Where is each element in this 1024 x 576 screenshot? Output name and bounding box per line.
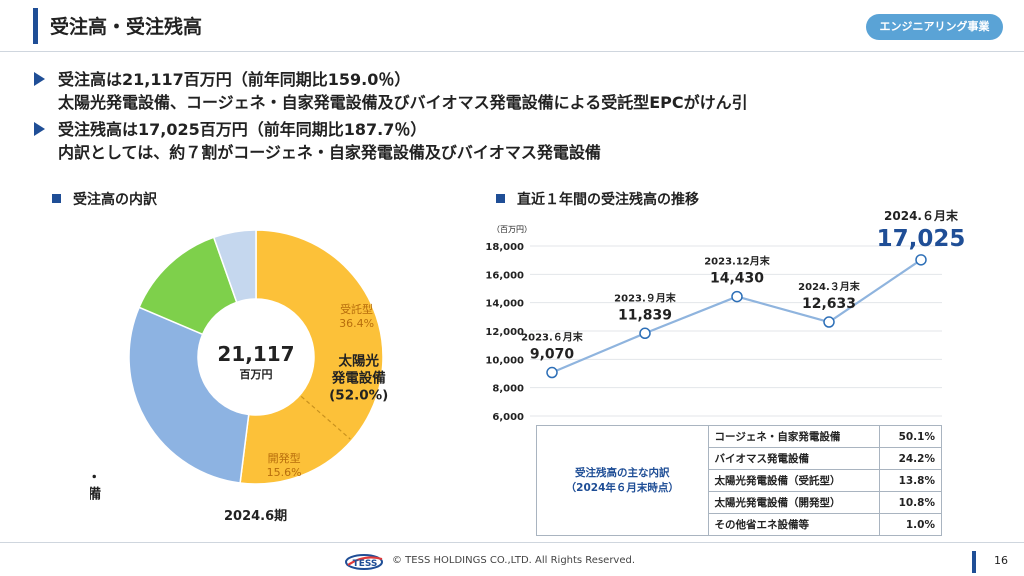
- data-point: [546, 366, 558, 379]
- donut-center-value: 21,117: [217, 342, 294, 366]
- point-period-label: 2023.９月末: [614, 291, 677, 304]
- slide-header: 受注高・受注残高 エンジニアリング事業: [0, 0, 1024, 52]
- table-row: その他省エネ設備等 1.0%: [537, 513, 942, 536]
- donut-slice-label: コージェネ・自家発電設備(29.4%): [90, 469, 102, 500]
- donut-slice: [239, 229, 384, 485]
- point-value-label: 14,430: [710, 271, 764, 287]
- breakdown-name: その他省エネ設備等: [707, 513, 881, 536]
- right-section-title: 直近１年間の受注残高の推移: [496, 189, 699, 209]
- breakdown-pct: 1.0%: [879, 513, 942, 536]
- table-row: 受注残高の主な内訳 （2024年６月末時点） コージェネ・自家発電設備 50.1…: [536, 425, 942, 536]
- breakdown-pct: 50.1%: [879, 425, 942, 448]
- right-section-title-text: 直近１年間の受注残高の推移: [517, 192, 699, 208]
- donut-slice: [128, 306, 250, 484]
- table-row: バイオマス発電設備 24.2%: [537, 447, 942, 470]
- donut-slice-label: 太陽光発電設備(52.0%): [329, 352, 388, 403]
- bullet-line: 受注高は21,117百万円（前年同期比159.0％）: [58, 70, 411, 89]
- y-tick-label: 16,000: [485, 270, 524, 281]
- breakdown-category-line: （2024年６月末時点）: [565, 481, 679, 494]
- period-label: 2024.6期: [224, 509, 288, 524]
- point-value-label: 11,839: [618, 307, 672, 323]
- summary-bullets: 受注高は21,117百万円（前年同期比159.0％） 太陽光発電設備、コージェネ…: [34, 68, 994, 168]
- slice-label-line: 発電設備: [331, 369, 386, 386]
- y-tick-label: 10,000: [485, 355, 524, 366]
- donut-center-unit: 百万円: [240, 368, 273, 381]
- bullet-line: 太陽光発電設備、コージェネ・自家発電設備及びバイオマス発電設備による受託型EPC…: [58, 93, 748, 112]
- sub-segment-name: 開発型: [268, 451, 301, 465]
- point-value-label: 12,633: [802, 296, 856, 312]
- data-point: [731, 290, 743, 303]
- breakdown-pct: 24.2%: [879, 447, 942, 470]
- left-section-title-text: 受注高の内訳: [73, 192, 157, 208]
- header-accent-bar: [33, 8, 38, 44]
- logo-text: TESS: [353, 559, 378, 569]
- slice-label-line: (52.0%): [329, 387, 388, 403]
- breakdown-category-cell: 受注残高の主な内訳 （2024年６月末時点）: [536, 425, 709, 536]
- data-point: [639, 327, 651, 340]
- sub-segment-name: 受託型: [340, 302, 373, 316]
- square-bullet-icon: [52, 194, 61, 203]
- y-tick-label: 12,000: [485, 327, 524, 338]
- bullet-order-intake: 受注高は21,117百万円（前年同期比159.0％） 太陽光発電設備、コージェネ…: [34, 68, 994, 114]
- data-point: [823, 316, 835, 328]
- backlog-line-chart: （百万円） 6,000 8,000 10,000 12,000 14,000 16,000 1…: [485, 208, 966, 423]
- point-period-label: 2023.６月末: [521, 331, 584, 344]
- square-bullet-icon: [496, 194, 505, 203]
- backlog-breakdown-table: 受注残高の主な内訳 （2024年６月末時点） コージェネ・自家発電設備 50.1…: [536, 425, 942, 536]
- tess-logo: TESS: [345, 554, 383, 570]
- copyright: © TESS HOLDINGS CO.,LTD. All Rights Rese…: [392, 555, 636, 566]
- y-tick-label: 14,000: [485, 299, 524, 310]
- triangle-bullet-icon: [34, 122, 45, 136]
- slice-label-line: 自家発電設備: [90, 485, 102, 500]
- breakdown-name: 太陽光発電設備（開発型）: [707, 491, 881, 514]
- breakdown-pct: 13.8%: [879, 469, 942, 492]
- bullet-order-backlog: 受注残高は17,025百万円（前年同期比187.7％） 内訳としては、約７割がコ…: [34, 118, 994, 164]
- footer-accent-bar: [972, 551, 976, 573]
- page-title: 受注高・受注残高: [50, 16, 203, 38]
- slice-label-line: コージェネ・: [90, 469, 101, 485]
- sub-segment-pct: 36.4%: [339, 317, 374, 330]
- bullet-line: 内訳としては、約７割がコージェネ・自家発電設備及びバイオマス発電設備: [58, 143, 601, 162]
- slice-label-line: 太陽光: [338, 352, 379, 369]
- page-number: 16: [994, 554, 1008, 567]
- slide-footer: TESS © TESS HOLDINGS CO.,LTD. All Rights…: [0, 542, 1024, 576]
- y-unit-label: （百万円）: [492, 225, 532, 234]
- point-value-label: 9,070: [530, 347, 575, 363]
- left-section-title: 受注高の内訳: [52, 189, 157, 209]
- breakdown-name: バイオマス発電設備: [707, 447, 881, 470]
- point-period-label: 2024.６月末: [884, 208, 959, 223]
- department-badge: エンジニアリング事業: [866, 14, 1003, 40]
- triangle-bullet-icon: [34, 72, 45, 86]
- donut-slice: [212, 229, 257, 304]
- y-tick-label: 6,000: [492, 412, 524, 423]
- point-period-label: 2024.３月末: [798, 280, 861, 293]
- point-period-label: 2023.12月末: [704, 255, 771, 268]
- data-point: [915, 254, 927, 266]
- sub-segment-pct: 15.6%: [267, 466, 302, 479]
- breakdown-category-line: 受注残高の主な内訳: [575, 466, 670, 479]
- breakdown-name: 太陽光発電設備（受託型）: [707, 469, 881, 492]
- y-tick-label: 18,000: [485, 242, 524, 253]
- breakdown-pct: 10.8%: [879, 491, 942, 514]
- y-tick-label: 8,000: [492, 384, 524, 395]
- table-row: 太陽光発電設備（受託型） 13.8%: [537, 469, 942, 492]
- table-row: 太陽光発電設備（開発型） 10.8%: [537, 491, 942, 514]
- breakdown-name: コージェネ・自家発電設備: [707, 425, 881, 448]
- point-value-label: 17,025: [877, 226, 966, 252]
- sub-segment-divider: [300, 395, 351, 440]
- bullet-line: 受注残高は17,025百万円（前年同期比187.7％）: [58, 120, 427, 139]
